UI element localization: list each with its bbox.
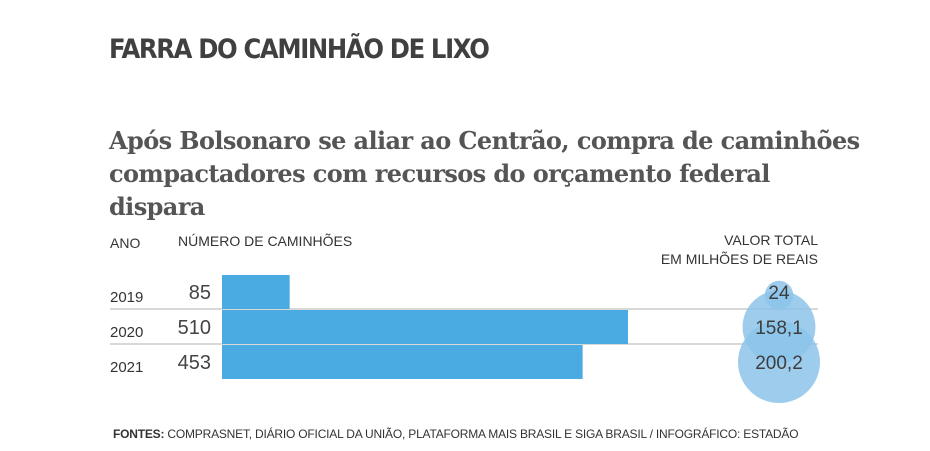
- bar-2019: [222, 275, 290, 309]
- value-label-2019: 24: [768, 283, 790, 304]
- value-header-line2: EM MILHÕES DE REAIS: [660, 251, 818, 267]
- value-header-line1: VALOR TOTAL: [724, 232, 818, 248]
- count-label-2021: 453: [178, 352, 211, 374]
- year-label-2021: 2021: [110, 359, 143, 376]
- kicker-title: FARRA DO CAMINHÃO DE LIXO: [109, 34, 490, 65]
- year-label-2019: 2019: [110, 289, 143, 306]
- source-note: FONTES: COMPRASNET, DIÁRIO OFICIAL DA UN…: [113, 427, 799, 441]
- chart-subtitle: Após Bolsonaro se aliar ao Centrão, comp…: [109, 126, 860, 221]
- bubble-2019: [764, 280, 794, 310]
- value-label-2021: 200,2: [755, 353, 803, 374]
- year-column-header: ANO: [110, 235, 141, 251]
- bubble-2020: [742, 290, 816, 364]
- count-label-2019: 85: [189, 282, 211, 304]
- value-label-2020: 158,1: [755, 318, 803, 339]
- count-label-2020: 510: [178, 317, 211, 339]
- source-text: COMPRASNET, DIÁRIO OFICIAL DA UNIÃO, PLA…: [167, 427, 799, 441]
- value-column-header: VALOR TOTAL EM MILHÕES DE REAIS: [661, 231, 818, 269]
- year-label-2020: 2020: [110, 324, 143, 341]
- source-label: FONTES:: [113, 427, 165, 441]
- count-column-header: NÚMERO DE CAMINHÕES: [178, 233, 353, 249]
- bar-2021: [222, 345, 583, 379]
- bar-2020: [222, 310, 628, 344]
